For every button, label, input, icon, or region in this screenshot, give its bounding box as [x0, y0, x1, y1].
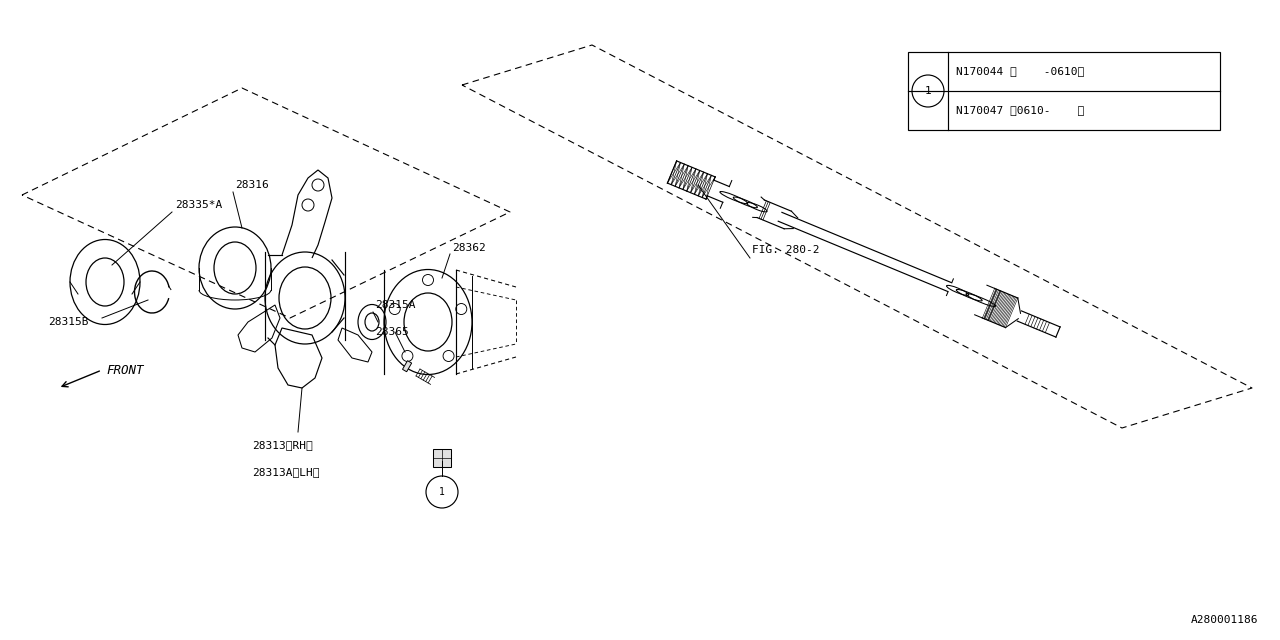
Text: 28362: 28362 — [452, 243, 485, 253]
Text: A280001186: A280001186 — [1190, 615, 1258, 625]
Text: N170047 〈0610-    〉: N170047 〈0610- 〉 — [956, 106, 1084, 115]
Text: 28315B: 28315B — [49, 317, 88, 327]
Text: FIG. 280-2: FIG. 280-2 — [753, 245, 819, 255]
Text: 28335*A: 28335*A — [175, 200, 223, 210]
Text: 28313A〈LH〉: 28313A〈LH〉 — [252, 467, 320, 477]
Text: 28315A: 28315A — [375, 300, 416, 310]
Text: 28316: 28316 — [236, 180, 269, 190]
Text: 1: 1 — [439, 487, 445, 497]
Text: 28365: 28365 — [375, 327, 408, 337]
Text: 1: 1 — [924, 86, 932, 96]
Polygon shape — [402, 361, 412, 372]
Text: N170044 〈    -0610〉: N170044 〈 -0610〉 — [956, 67, 1084, 77]
Polygon shape — [433, 449, 451, 467]
Text: FRONT: FRONT — [106, 364, 143, 376]
Text: 28313〈RH〉: 28313〈RH〉 — [252, 440, 312, 450]
